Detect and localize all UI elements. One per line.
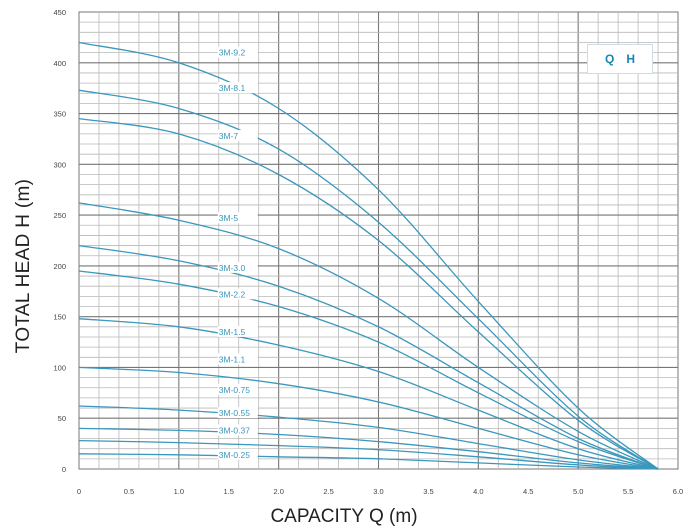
x-tick-label: 2.0 xyxy=(273,487,283,496)
legend: Q H xyxy=(587,44,653,74)
curve-label: 3M-1.1 xyxy=(217,353,258,365)
curve-label-background xyxy=(217,288,258,300)
curve-label-text: 3M-8.1 xyxy=(219,83,246,93)
series-line xyxy=(78,244,659,470)
curve-label: 3M-7 xyxy=(217,129,258,141)
curve-label: 3M-1.5 xyxy=(217,325,258,337)
curves xyxy=(78,41,659,470)
x-tick-label: 2.5 xyxy=(323,487,333,496)
curve-label-text: 3M-0.75 xyxy=(219,385,250,395)
curve-label-background xyxy=(217,129,258,141)
curve-label-background xyxy=(217,407,258,419)
y-tick-label: 300 xyxy=(53,160,66,169)
curve-label-background xyxy=(217,424,258,436)
y-tick-label: 350 xyxy=(53,110,66,119)
series-line xyxy=(78,427,659,470)
y-tick-label: 0 xyxy=(62,465,66,474)
curve-label: 3M-0.25 xyxy=(217,448,258,460)
y-axis-title: TOTAL HEAD H (m) xyxy=(13,178,34,354)
series-line xyxy=(78,318,659,470)
x-axis-title: CAPACITY Q (m) xyxy=(270,506,418,527)
y-tick-label: 200 xyxy=(53,262,66,271)
curve-label-text: 3M-0.55 xyxy=(219,408,250,418)
x-tick-label: 1.0 xyxy=(174,487,184,496)
legend-item-q: Q xyxy=(604,52,615,66)
curve-label-text: 3M-3.0 xyxy=(219,263,246,273)
series-line xyxy=(78,405,659,470)
curve-label-background xyxy=(217,383,258,395)
x-tick-label: 4.5 xyxy=(523,487,533,496)
series-line xyxy=(78,117,659,470)
curve-label-background xyxy=(217,46,258,58)
curve-label-text: 3M-0.37 xyxy=(219,425,250,435)
y-tick-label: 400 xyxy=(53,59,66,68)
x-tick-label: 4.0 xyxy=(473,487,483,496)
curve-label-text: 3M-9.2 xyxy=(219,48,246,58)
curve-label-background xyxy=(217,325,258,337)
curve-label: 3M-3.0 xyxy=(217,261,258,273)
x-tick-label: 5.0 xyxy=(573,487,583,496)
y-tick-label: 150 xyxy=(53,313,66,322)
curve-label-background xyxy=(217,448,258,460)
curve-label: 3M-9.2 xyxy=(217,46,258,58)
curve-label-text: 3M-1.5 xyxy=(219,327,246,337)
series-line xyxy=(78,89,659,470)
series-line xyxy=(78,202,659,470)
curve-label: 3M-0.75 xyxy=(217,383,258,395)
curve-label: 3M-8.1 xyxy=(217,82,258,94)
curve-label-background xyxy=(217,353,258,365)
series-line xyxy=(78,453,659,470)
series-line xyxy=(78,439,659,470)
curve-label: 3M-5 xyxy=(217,212,258,224)
y-tick-label: 250 xyxy=(53,211,66,220)
curve-label-text: 3M-7 xyxy=(219,131,239,141)
series-line xyxy=(78,270,659,470)
x-tick-label: 6.0 xyxy=(673,487,683,496)
curve-label-background xyxy=(217,82,258,94)
tick-labels: 0 0.5 1.0 1.5 2.0 2.5 3.0 3.5 4.0 4.5 5.0 5.5 6.0 0 50… xyxy=(53,8,683,496)
curve-label-background xyxy=(217,261,258,273)
series-line xyxy=(78,41,659,470)
curve-label-text: 3M-1.1 xyxy=(219,354,246,364)
x-tick-label: 0 xyxy=(77,487,81,496)
x-tick-label: 5.5 xyxy=(623,487,633,496)
x-tick-label: 3.5 xyxy=(423,487,433,496)
y-tick-label: 450 xyxy=(53,8,66,17)
legend-item-h: H xyxy=(626,52,635,66)
y-tick-label: 50 xyxy=(58,414,66,423)
x-tick-label: 1.5 xyxy=(224,487,234,496)
curve-label-background xyxy=(217,212,258,224)
x-tick-label: 3.0 xyxy=(373,487,383,496)
series-line xyxy=(78,366,659,470)
curve-label-text: 3M-0.25 xyxy=(219,450,250,460)
curve-label-text: 3M-5 xyxy=(219,213,239,223)
y-tick-label: 100 xyxy=(53,363,66,372)
curve-label: 3M-0.55 xyxy=(217,407,258,419)
curve-label: 3M-0.37 xyxy=(217,424,258,436)
grid xyxy=(78,11,679,470)
curve-labels: 3M-9.2 3M-8.1 3M-7 3M-5 3M-3.0 3M-2.2 3M-1.5 3M… xyxy=(217,46,258,460)
curve-label: 3M-2.2 xyxy=(217,288,258,300)
x-tick-label: 0.5 xyxy=(124,487,134,496)
curve-label-text: 3M-2.2 xyxy=(219,289,246,299)
